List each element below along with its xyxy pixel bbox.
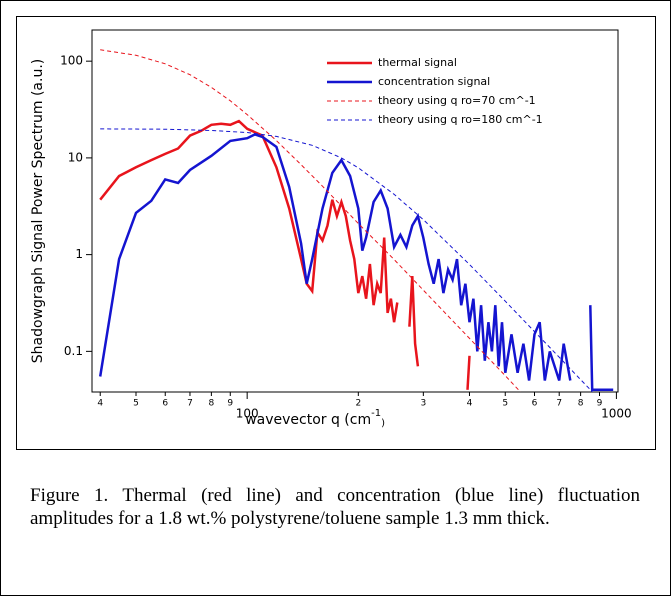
y-tick-label: 0.1	[64, 344, 83, 358]
theory-line	[100, 128, 594, 392]
y-tick-label: 100	[60, 54, 83, 68]
x-tick-label: 3	[420, 399, 426, 409]
theory-line	[100, 49, 521, 392]
x-tick-label: 4	[97, 399, 103, 409]
x-axis-label-sup: -1	[371, 408, 381, 419]
x-tick-label: 7	[187, 399, 193, 409]
x-tick-label: 9	[597, 399, 603, 409]
x-tick-label: 5	[133, 399, 139, 409]
y-axis-label: Shadowgraph Signal Power Spectrum (a.u.)	[30, 59, 46, 363]
x-axis-label-text: wavevector q (cm	[245, 412, 371, 428]
x-tick-label: 4	[467, 399, 473, 409]
x-tick-label: 1000	[601, 407, 632, 421]
x-tick-label: 7	[556, 399, 562, 409]
x-axis-label: wavevector q (cm-1)	[245, 408, 385, 429]
legend-label: concentration signal	[378, 75, 490, 88]
chart-box	[16, 16, 656, 450]
legend-label: theory using q ro=180 cm^-1	[378, 113, 543, 126]
plot-frame	[91, 29, 619, 393]
signal-line	[99, 119, 471, 390]
x-tick-label: 8	[209, 399, 215, 409]
x-tick-label: 6	[532, 399, 538, 409]
caption: Figure 1. Thermal (red line) and concent…	[30, 485, 640, 529]
x-tick-label: 2	[355, 399, 361, 409]
legend-label: thermal signal	[378, 56, 457, 69]
x-tick-label: 5	[502, 399, 508, 409]
x-tick-label: 9	[227, 399, 233, 409]
legend-label: theory using q ro=70 cm^-1	[378, 94, 536, 107]
y-tick-label: 1	[75, 247, 83, 261]
x-tick-label: 8	[578, 399, 584, 409]
signal-line	[98, 133, 614, 392]
x-tick-label: 6	[162, 399, 168, 409]
x-tick-label: 100	[236, 407, 259, 421]
plot-area	[98, 49, 614, 392]
y-tick-label: 10	[68, 150, 83, 164]
x-axis-label-close: )	[381, 418, 385, 429]
chart: Shadowgraph Signal Power Spectrum (a.u.)…	[30, 29, 632, 429]
